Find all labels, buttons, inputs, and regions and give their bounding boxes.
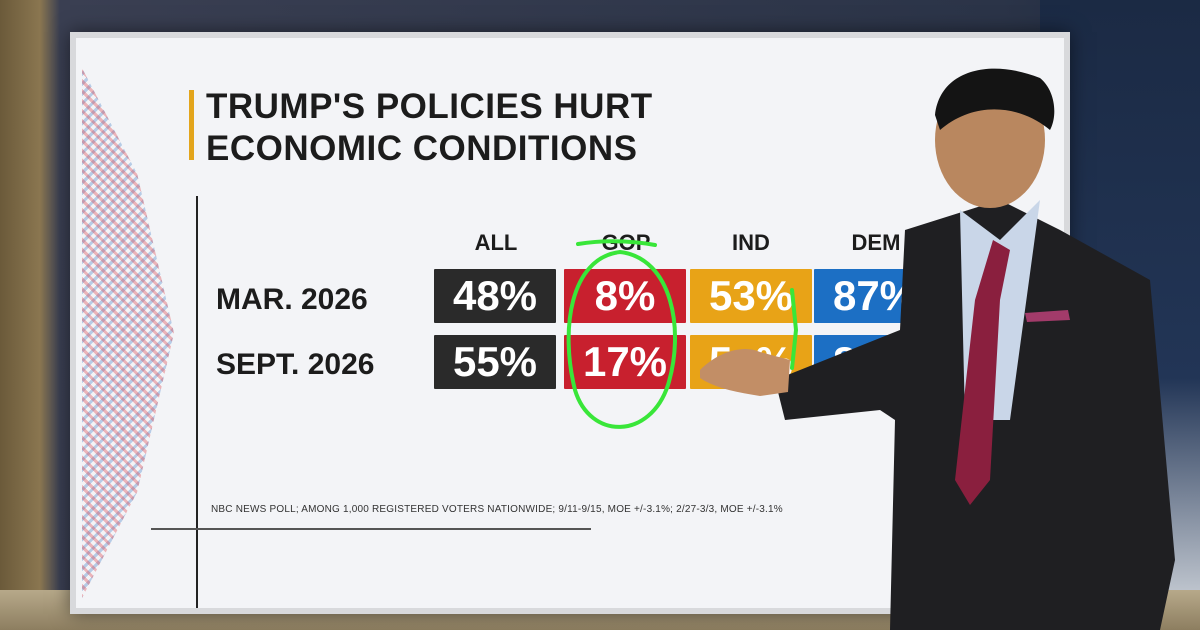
source-divider	[151, 528, 591, 530]
cell-mar-dem: 87%	[814, 269, 936, 323]
cell-sept-dem: 89%	[814, 335, 936, 389]
cell-mar-ind: 53%	[690, 269, 812, 323]
vertical-divider	[196, 196, 198, 608]
source-note: NBC NEWS POLL; AMONG 1,000 REGISTERED VO…	[211, 504, 783, 515]
column-header-ind: IND	[732, 230, 770, 255]
title-line-1: TRUMP'S POLICIES HURT	[206, 87, 653, 126]
cell-mar-all: 48%	[434, 269, 556, 323]
column-header-gop: GOP	[601, 230, 651, 255]
title-accent-bar	[189, 90, 194, 160]
title-line-2: ECONOMIC CONDITIONS	[206, 129, 638, 168]
cell-sept-ind: 5_%	[690, 335, 812, 389]
column-header-dem: DEM	[851, 230, 901, 255]
column-header-all: ALL	[474, 230, 518, 255]
graphic-title: TRUMP'S POLICIES HURT ECONOMIC CONDITION…	[206, 86, 766, 170]
row-label-mar-2026: MAR. 2026	[216, 283, 368, 316]
cell-sept-gop: 17%	[564, 335, 686, 389]
poll-graphic-screen: TRUMP'S POLICIES HURT ECONOMIC CONDITION…	[70, 32, 1070, 614]
row-label-sept-2026: SEPT. 2026	[216, 348, 375, 381]
cell-sept-all: 55%	[434, 335, 556, 389]
cell-mar-gop: 8%	[564, 269, 686, 323]
decorative-pattern	[82, 68, 174, 598]
